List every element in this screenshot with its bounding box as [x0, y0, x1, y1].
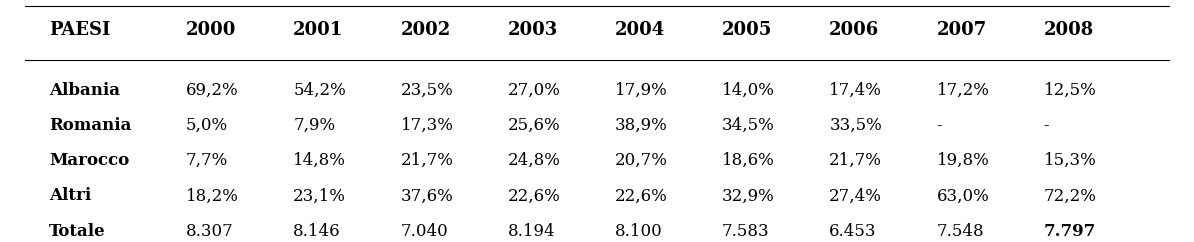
Text: 19,8%: 19,8%: [936, 152, 990, 169]
Text: 69,2%: 69,2%: [186, 82, 239, 99]
Text: 8.307: 8.307: [186, 223, 234, 240]
Text: 38,9%: 38,9%: [615, 117, 667, 134]
Text: Totale: Totale: [49, 223, 105, 240]
Text: 33,5%: 33,5%: [830, 117, 882, 134]
Text: 5,0%: 5,0%: [186, 117, 228, 134]
Text: 17,9%: 17,9%: [615, 82, 667, 99]
Text: 25,6%: 25,6%: [507, 117, 560, 134]
Text: 17,4%: 17,4%: [830, 82, 882, 99]
Text: 18,2%: 18,2%: [186, 188, 239, 204]
Text: 17,2%: 17,2%: [936, 82, 990, 99]
Text: 2008: 2008: [1044, 21, 1094, 38]
Text: Romania: Romania: [49, 117, 131, 134]
Text: 22,6%: 22,6%: [507, 188, 560, 204]
Text: 7.797: 7.797: [1044, 223, 1096, 240]
Text: 21,7%: 21,7%: [830, 152, 882, 169]
Text: -: -: [936, 117, 942, 134]
Text: 6.453: 6.453: [830, 223, 876, 240]
Text: 2002: 2002: [400, 21, 450, 38]
Text: -: -: [1044, 117, 1050, 134]
Text: 32,9%: 32,9%: [722, 188, 775, 204]
Text: 23,1%: 23,1%: [294, 188, 346, 204]
Text: 24,8%: 24,8%: [507, 152, 560, 169]
Text: 72,2%: 72,2%: [1044, 188, 1096, 204]
Text: 8.100: 8.100: [615, 223, 663, 240]
Text: 2007: 2007: [936, 21, 986, 38]
Text: Marocco: Marocco: [49, 152, 129, 169]
Text: 12,5%: 12,5%: [1044, 82, 1096, 99]
Text: Albania: Albania: [49, 82, 121, 99]
Text: 20,7%: 20,7%: [615, 152, 667, 169]
Text: 8.194: 8.194: [507, 223, 555, 240]
Text: 27,0%: 27,0%: [507, 82, 560, 99]
Text: 7.548: 7.548: [936, 223, 984, 240]
Text: 14,0%: 14,0%: [722, 82, 775, 99]
Text: 17,3%: 17,3%: [400, 117, 454, 134]
Text: 54,2%: 54,2%: [294, 82, 346, 99]
Text: 2001: 2001: [294, 21, 344, 38]
Text: 63,0%: 63,0%: [936, 188, 990, 204]
Text: 34,5%: 34,5%: [722, 117, 775, 134]
Text: 14,8%: 14,8%: [294, 152, 346, 169]
Text: 2000: 2000: [186, 21, 236, 38]
Text: Altri: Altri: [49, 188, 91, 204]
Text: PAESI: PAESI: [49, 21, 111, 38]
Text: 21,7%: 21,7%: [400, 152, 454, 169]
Text: 23,5%: 23,5%: [400, 82, 454, 99]
Text: 7.040: 7.040: [400, 223, 448, 240]
Text: 27,4%: 27,4%: [830, 188, 882, 204]
Text: 7.583: 7.583: [722, 223, 770, 240]
Text: 7,7%: 7,7%: [186, 152, 228, 169]
Text: 2004: 2004: [615, 21, 665, 38]
Text: 15,3%: 15,3%: [1044, 152, 1096, 169]
Text: 22,6%: 22,6%: [615, 188, 667, 204]
Text: 2006: 2006: [830, 21, 880, 38]
Text: 7,9%: 7,9%: [294, 117, 336, 134]
Text: 18,6%: 18,6%: [722, 152, 775, 169]
Text: 8.146: 8.146: [294, 223, 340, 240]
Text: 2005: 2005: [722, 21, 773, 38]
Text: 37,6%: 37,6%: [400, 188, 454, 204]
Text: 2003: 2003: [507, 21, 558, 38]
